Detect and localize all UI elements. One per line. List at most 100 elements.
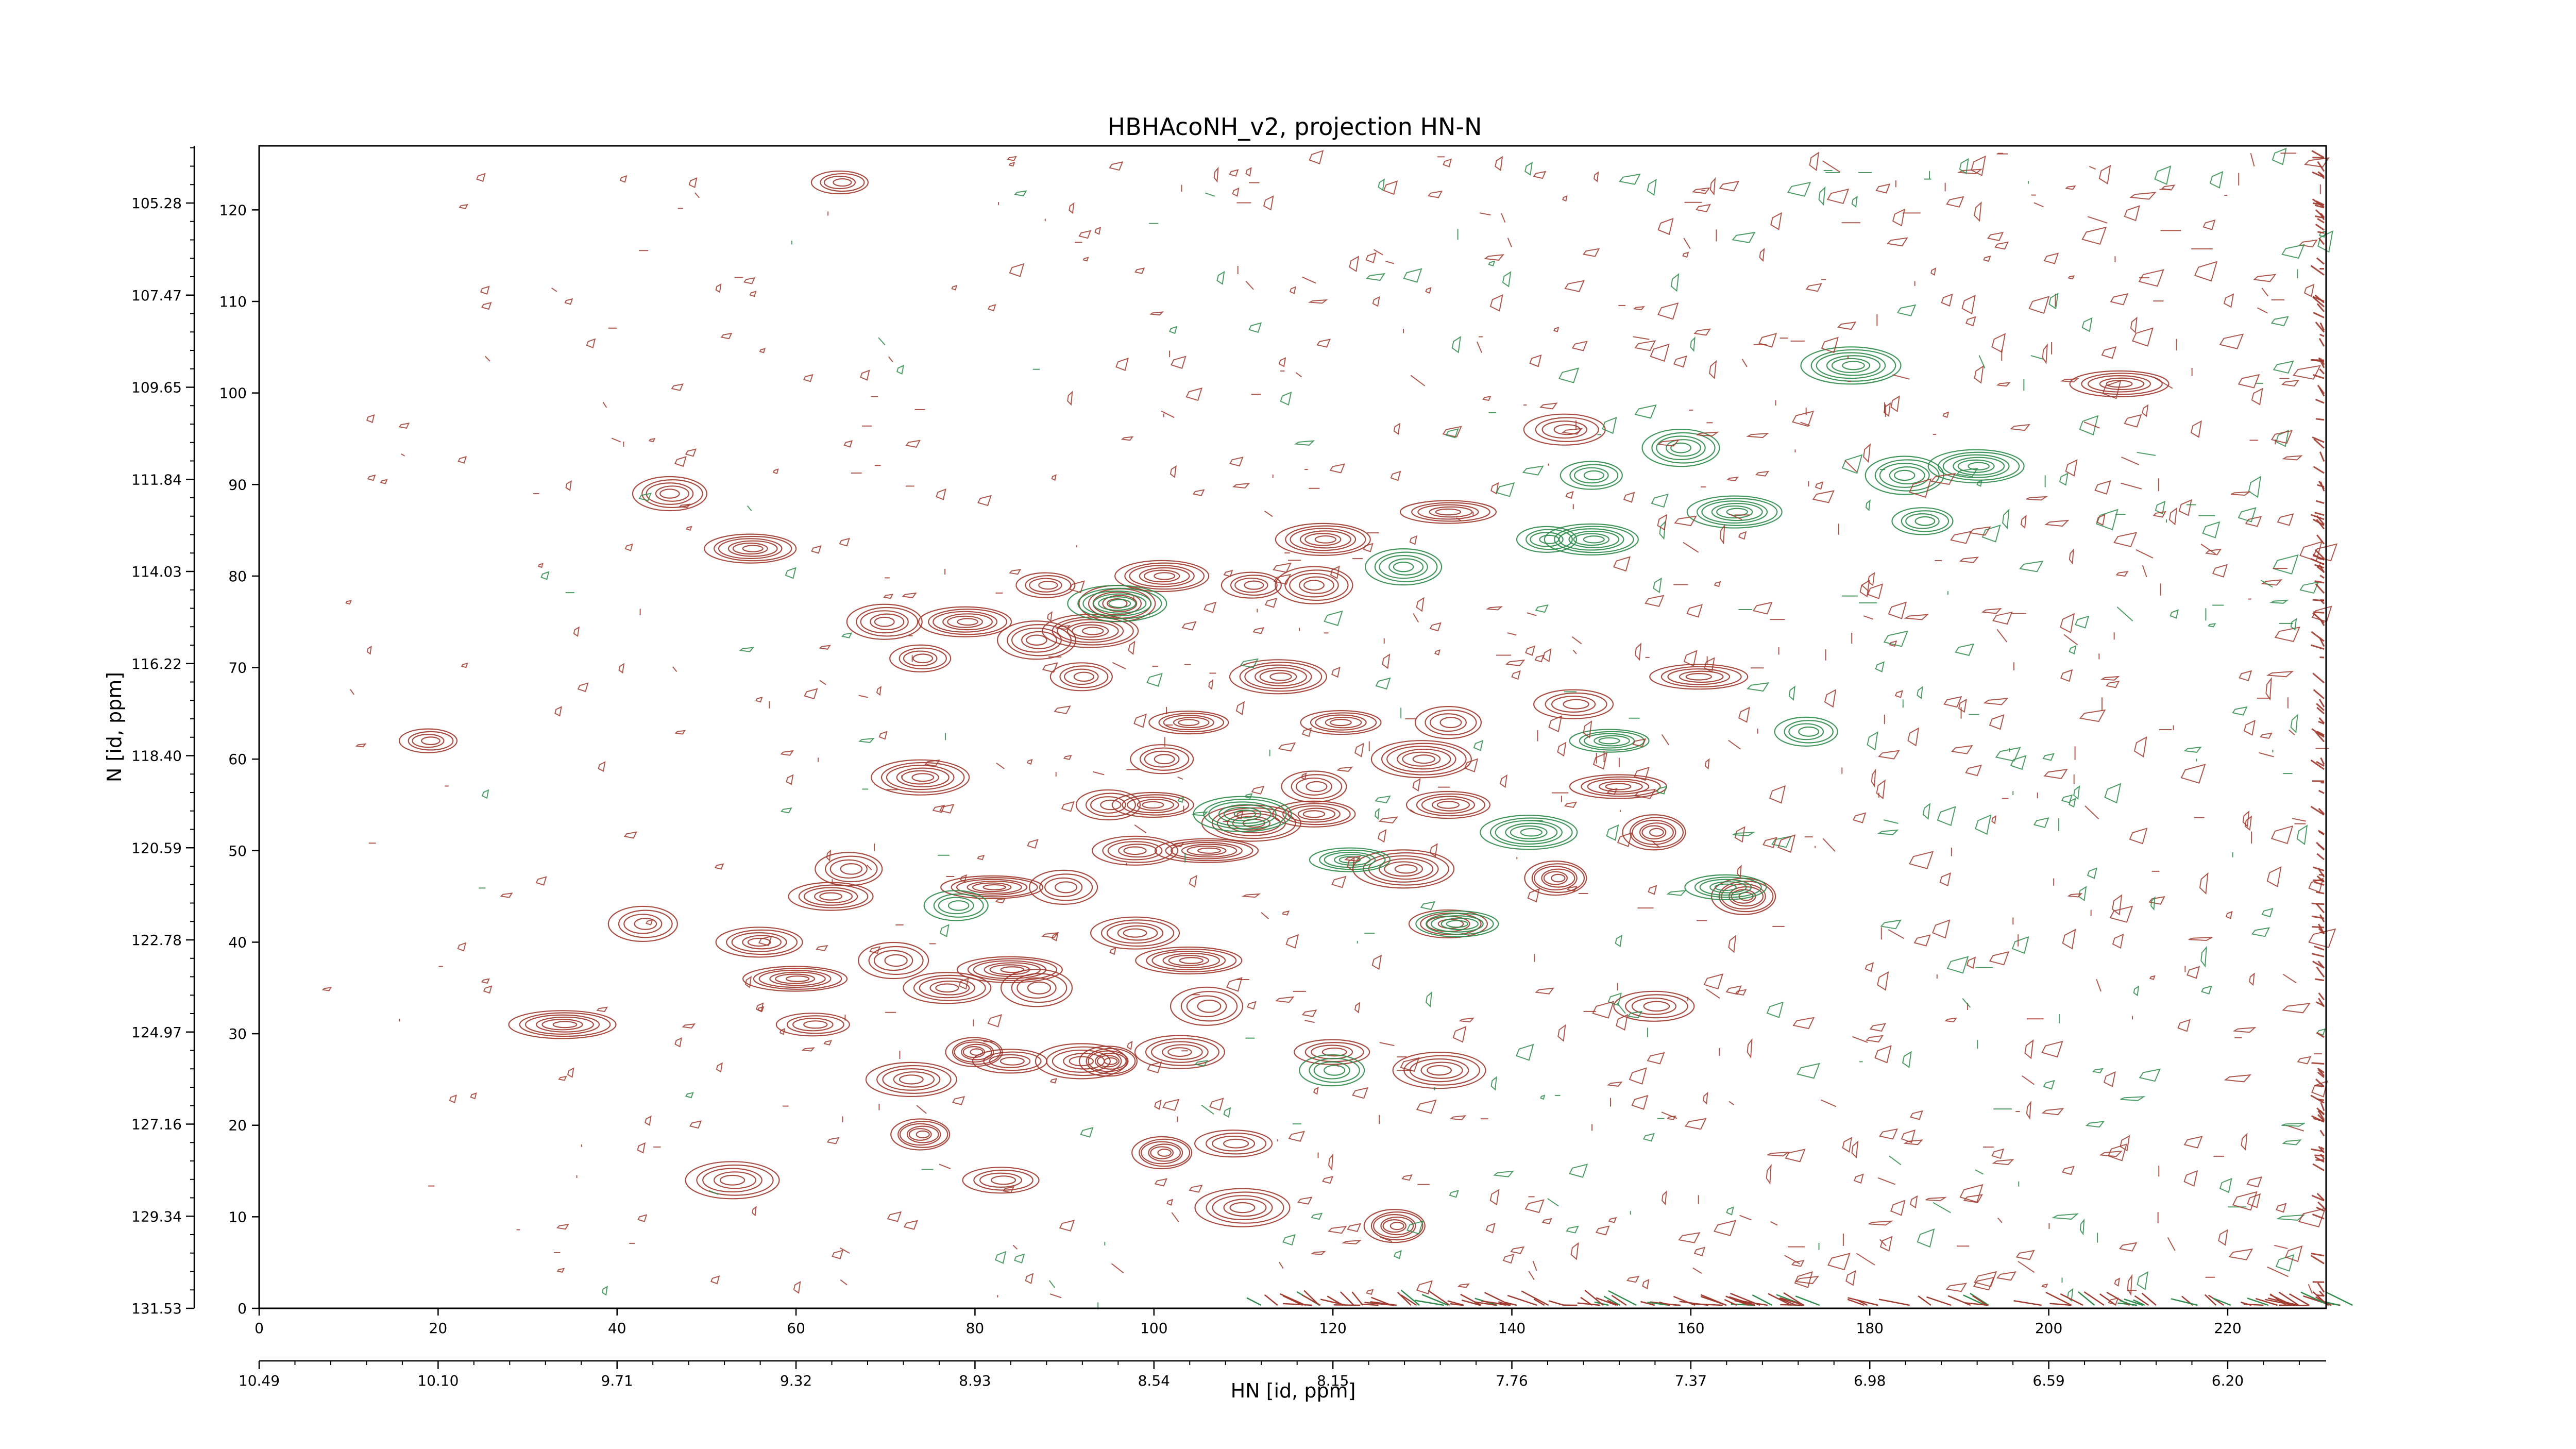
noise-contour (674, 730, 686, 735)
noise-contour (823, 1040, 833, 1046)
noise-contour (2065, 459, 2078, 477)
x-index-tick-label: 140 (1498, 1320, 1526, 1337)
noise-contour (2067, 893, 2083, 898)
noise-contour (779, 1028, 786, 1035)
noise-contour (1841, 454, 1863, 474)
noise-contour (2052, 1213, 2079, 1220)
peak-contour (1075, 789, 1141, 821)
contour-level (824, 855, 878, 883)
noise-contour (457, 456, 467, 464)
noise-contour (2315, 1079, 2325, 1087)
noise-contour (1889, 640, 1897, 647)
chart-title: HBHAcoNH_v2, projection HN-N (1108, 113, 1482, 141)
contour-level (1569, 464, 1619, 487)
noise-contour (1642, 1278, 1650, 1290)
contour-level (1059, 665, 1109, 688)
peak-contour (1134, 1035, 1226, 1069)
contour-level (1599, 781, 1643, 793)
x-index-axis: 0 20 40 60 80 100 120 140 160 180 200 220 (255, 1308, 2242, 1337)
noise-contour (2168, 507, 2178, 526)
noise-contour (1989, 714, 2005, 730)
contour-level (1100, 799, 1122, 811)
peak-contour (815, 852, 883, 886)
noise-contour (2303, 283, 2315, 297)
noise-contour (1485, 1223, 1496, 1234)
contour-level (1102, 838, 1173, 863)
peak-contour (1194, 1130, 1273, 1158)
contour-level (1388, 558, 1424, 576)
noise-contour (1272, 562, 1292, 573)
peak-contour (508, 1010, 617, 1039)
noise-contour (1474, 1301, 1497, 1306)
noise-contour (2316, 1192, 2325, 1201)
noise-contour (1547, 1198, 1559, 1207)
peak-contour (1130, 744, 1194, 774)
noise-contour (638, 493, 652, 501)
noise-contour (1344, 855, 1362, 862)
noise-contour (2202, 219, 2216, 230)
noise-contour (747, 505, 752, 512)
noise-contour (1971, 155, 1986, 177)
contour-level (865, 1062, 957, 1098)
noise-contour (1994, 241, 2009, 250)
contour-level (956, 879, 1028, 896)
noise-contour (2267, 1298, 2299, 1306)
contour-level (2069, 370, 2170, 397)
noise-contour (1792, 410, 1815, 427)
noise-contour (1746, 432, 1770, 439)
noise-contour (1525, 645, 1535, 656)
contour-level (1641, 825, 1667, 840)
noise-contour (2129, 828, 2148, 845)
noise-contour (1703, 1091, 1708, 1105)
contour-level (508, 1010, 617, 1039)
noise-contour (601, 1286, 608, 1296)
noise-contour (2170, 609, 2179, 619)
noise-contour (1327, 1295, 1344, 1306)
noise-contour (987, 1014, 1003, 1027)
noise-contour (1416, 1099, 1437, 1114)
noise-contour (1154, 1178, 1167, 1187)
noise-contour (1978, 355, 1986, 368)
noise-contour (924, 759, 940, 767)
noise-contour (2218, 1229, 2228, 1246)
noise-contour (1229, 169, 1239, 177)
noise-contour (2043, 768, 2068, 779)
noise-contour (2033, 202, 2044, 208)
noise-contour (2134, 1295, 2149, 1306)
noise-contour (1611, 1294, 1627, 1306)
noise-contour (2311, 902, 2325, 905)
noise-contour (1328, 1153, 1334, 1171)
noise-contour (2073, 785, 2080, 800)
noise-contour (1484, 254, 1504, 261)
noise-contour (618, 663, 625, 674)
noise-contour (1565, 491, 1574, 499)
noise-contour (2136, 549, 2154, 559)
noise-contour (1805, 283, 1822, 292)
contour-level (742, 935, 782, 950)
peak-contour (923, 890, 989, 921)
contour-level (1417, 504, 1479, 520)
contour-level (1397, 748, 1451, 770)
noise-contour (1709, 177, 1716, 196)
noise-contour (1966, 956, 1976, 969)
noise-contour (2119, 1242, 2138, 1252)
noise-contour (2045, 1291, 2072, 1306)
noise-contour (2141, 1292, 2157, 1306)
noise-contour (1527, 612, 1537, 616)
noise-contour (2276, 1214, 2306, 1221)
contour-level (536, 1016, 594, 1033)
noise-contour (1416, 1280, 1433, 1294)
noise-contour (2312, 436, 2325, 443)
noise-contour (1875, 661, 1885, 672)
noise-contour (2316, 731, 2325, 736)
noise-contour (2319, 451, 2325, 462)
contour-level (1290, 528, 1357, 551)
noise-contour (876, 686, 882, 696)
noise-contour (1903, 1139, 1923, 1145)
contour-level (1126, 796, 1179, 814)
noise-contour (2270, 430, 2293, 444)
noise-contour (2320, 1102, 2325, 1111)
noise-contour (461, 662, 468, 668)
noise-contour (951, 284, 958, 291)
contour-level (775, 973, 816, 984)
